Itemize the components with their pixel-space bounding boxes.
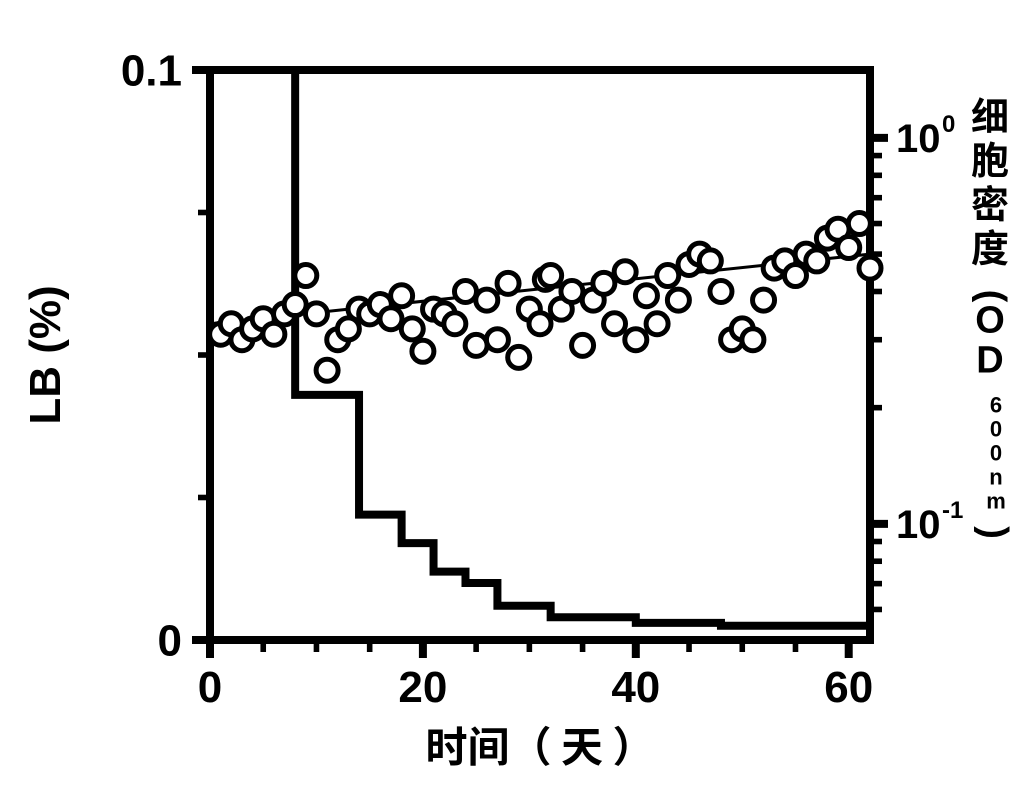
svg-text:10: 10 [896,117,941,161]
svg-text:0: 0 [990,417,1002,442]
svg-text:0.1: 0.1 [121,46,182,95]
svg-text:0: 0 [158,616,182,665]
svg-text:0: 0 [198,663,222,712]
y-left-ticks: 00.1 [121,46,210,665]
svg-text:0: 0 [942,111,955,138]
svg-text:度: 度 [971,218,1009,273]
figure-container: 0204060 00.1 10-1100 LB (%) 时间（ 天 ） 细胞密度… [0,0,1023,811]
svg-text:60: 60 [824,663,873,712]
svg-text:D: D [976,340,1003,382]
plot-frame [210,70,870,640]
svg-text:-1: -1 [942,497,963,524]
svg-text:20: 20 [398,663,447,712]
lb-step-line [210,70,870,626]
svg-text:m: m [986,489,1006,514]
od-scatter-points [210,213,881,382]
y-right-ticks: 10-1100 [870,111,963,610]
x-axis-ticks: 0 20 40 60 [198,640,873,712]
svg-text:0: 0 [990,441,1002,466]
svg-text:40: 40 [611,663,660,712]
svg-text:时间（ 天 ）: 时间（ 天 ） [425,714,654,775]
y-left-axis-label: LB (%) [21,285,70,424]
y-right-axis-label: 细胞密度(OD600nm) [971,86,1015,539]
svg-text:): ) [973,526,1015,539]
x-axis-label: 时间（ 天 ） [425,714,654,775]
svg-text:10: 10 [896,503,941,547]
svg-text:O: O [975,300,1005,342]
svg-text:n: n [989,465,1002,490]
dual-axis-chart: 0204060 00.1 10-1100 LB (%) 时间（ 天 ） 细胞密度… [0,0,1023,811]
svg-text:6: 6 [990,393,1002,418]
